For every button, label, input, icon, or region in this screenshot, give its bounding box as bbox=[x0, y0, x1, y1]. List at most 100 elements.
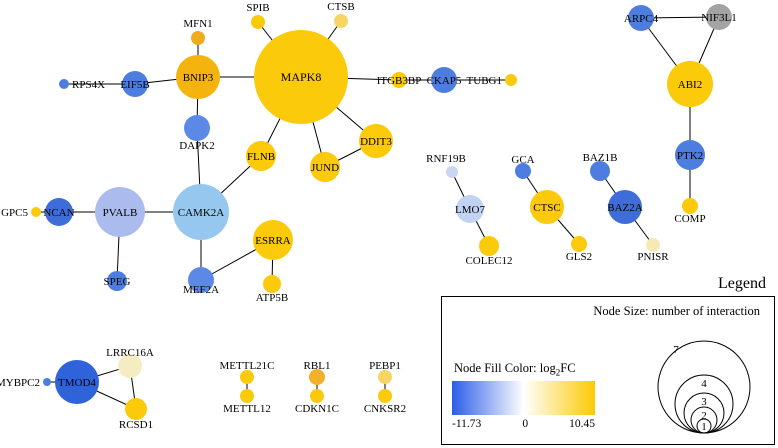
color-title-suffix: FC bbox=[560, 361, 576, 375]
log2fc-color-gradient-bar bbox=[452, 381, 595, 415]
size-legend-label-3: 3 bbox=[701, 396, 707, 408]
node-RBL1[interactable] bbox=[309, 369, 325, 385]
node-label-RNF19B: RNF19B bbox=[426, 153, 466, 165]
node-label-LMO7: LMO7 bbox=[455, 204, 485, 216]
node-label-BNIP3: BNIP3 bbox=[183, 72, 214, 84]
color-title-prefix: Node Fill Color: log bbox=[454, 361, 556, 375]
legend-title: Legend bbox=[718, 275, 766, 292]
node-label-ATP5B: ATP5B bbox=[256, 292, 288, 304]
node-MAPK8[interactable] bbox=[254, 30, 348, 124]
node-TMOD4[interactable] bbox=[55, 360, 99, 404]
node-label-METTL21C: METTL21C bbox=[220, 360, 275, 372]
node-label-MAPK8: MAPK8 bbox=[281, 70, 322, 84]
gradient-mid-label: 0 bbox=[522, 418, 529, 430]
node-label-RCSD1: RCSD1 bbox=[119, 419, 153, 431]
node-label-NIF3L1: NIF3L1 bbox=[701, 12, 736, 24]
node-label-ABI2: ABI2 bbox=[678, 79, 702, 91]
node-RPS4X[interactable] bbox=[59, 79, 69, 89]
node-ABI2[interactable] bbox=[667, 61, 713, 107]
node-METTL12[interactable] bbox=[240, 389, 254, 403]
node-BAZ2A[interactable] bbox=[608, 190, 642, 224]
edge-ARPC4-NIF3L1 bbox=[640, 16, 720, 19]
node-label-MEF2A: MEF2A bbox=[183, 284, 219, 296]
node-label-TMOD4: TMOD4 bbox=[58, 377, 96, 389]
node-size-legend-circles: 7 4 3 21 bbox=[657, 340, 751, 434]
node-label-FLNB: FLNB bbox=[247, 151, 275, 163]
node-RNF19B[interactable] bbox=[446, 166, 458, 178]
node-SPIB[interactable] bbox=[251, 15, 265, 29]
node-MFN1[interactable] bbox=[191, 31, 205, 45]
node-LRRC16A[interactable] bbox=[118, 354, 142, 378]
node-JUND[interactable] bbox=[310, 152, 340, 182]
node-SPEG[interactable] bbox=[107, 271, 127, 291]
size-legend-label-7: 7 bbox=[673, 344, 679, 356]
node-label-COMP: COMP bbox=[674, 213, 705, 225]
node-label-ESRRA: ESRRA bbox=[255, 235, 291, 247]
node-label-MFN1: MFN1 bbox=[183, 18, 212, 30]
node-label-GLS2: GLS2 bbox=[566, 251, 592, 263]
node-PTK2[interactable] bbox=[675, 140, 705, 170]
size-legend-label-2: 2 bbox=[701, 410, 707, 422]
node-label-METTL12: METTL12 bbox=[223, 403, 271, 415]
legend-box: Node Size: number of interaction Node Fi… bbox=[441, 296, 775, 445]
legend-node-size-title: Node Size: number of interaction bbox=[593, 304, 760, 318]
node-DAPK2[interactable] bbox=[184, 115, 210, 141]
node-label-CNKSR2: CNKSR2 bbox=[364, 403, 406, 415]
node-label-GCA: GCA bbox=[511, 154, 534, 166]
node-label-CAMK2A: CAMK2A bbox=[178, 207, 225, 219]
node-TUBG1[interactable] bbox=[505, 74, 517, 86]
node-PVALB[interactable] bbox=[95, 187, 145, 237]
node-GPC5[interactable] bbox=[31, 207, 41, 217]
size-legend-label-4: 4 bbox=[701, 378, 707, 390]
node-ATP5B[interactable] bbox=[263, 275, 281, 293]
node-label-BAZ2A: BAZ2A bbox=[607, 202, 643, 214]
node-COLEC12[interactable] bbox=[479, 236, 499, 256]
node-label-PNISR: PNISR bbox=[637, 251, 669, 263]
node-label-JUND: JUND bbox=[311, 162, 339, 174]
node-CTSC[interactable] bbox=[530, 190, 564, 224]
node-label-DAPK2: DAPK2 bbox=[179, 140, 214, 152]
node-RCSD1[interactable] bbox=[125, 398, 147, 420]
node-label-SPEG: SPEG bbox=[104, 276, 131, 288]
node-label-BAZ1B: BAZ1B bbox=[583, 152, 618, 164]
node-label-RBL1: RBL1 bbox=[304, 360, 331, 372]
node-METTL21C[interactable] bbox=[240, 370, 254, 384]
node-COMP[interactable] bbox=[682, 198, 698, 214]
node-LMO7[interactable] bbox=[456, 195, 484, 223]
node-ARPC4[interactable] bbox=[628, 5, 654, 31]
node-CTSB[interactable] bbox=[334, 14, 348, 28]
node-label-GPC5: GPC5 bbox=[1, 207, 28, 219]
node-ESRRA[interactable] bbox=[253, 220, 293, 260]
node-FLNB[interactable] bbox=[246, 141, 276, 171]
node-ITGB3BP[interactable] bbox=[391, 72, 407, 88]
node-label-RPS4X: RPS4X bbox=[72, 79, 105, 91]
node-PNISR[interactable] bbox=[646, 238, 660, 252]
gradient-min-label: -11.73 bbox=[452, 418, 482, 430]
color-title-subscript: 2 bbox=[555, 367, 561, 378]
node-MYBPC2[interactable] bbox=[43, 378, 51, 386]
node-DDIT3[interactable] bbox=[359, 124, 393, 158]
node-label-LRRC16A: LRRC16A bbox=[106, 347, 154, 359]
node-label-EIF5B: EIF5B bbox=[120, 79, 149, 91]
gradient-max-label: 10.45 bbox=[569, 418, 595, 430]
node-GCA[interactable] bbox=[515, 163, 531, 179]
node-CNKSR2[interactable] bbox=[378, 389, 392, 403]
node-CKAP5[interactable] bbox=[431, 67, 457, 93]
node-label-ARPC4: ARPC4 bbox=[624, 13, 659, 25]
node-NIF3L1[interactable] bbox=[706, 4, 732, 30]
node-GLS2[interactable] bbox=[571, 236, 587, 252]
node-label-CKAP5: CKAP5 bbox=[427, 75, 462, 87]
node-BNIP3[interactable] bbox=[176, 55, 220, 99]
node-NCAN[interactable] bbox=[45, 198, 73, 226]
node-BAZ1B[interactable] bbox=[590, 161, 610, 181]
node-EIF5B[interactable] bbox=[122, 71, 148, 97]
node-label-PVALB: PVALB bbox=[103, 207, 138, 219]
node-PEBP1[interactable] bbox=[378, 370, 392, 384]
node-label-MYBPC2: MYBPC2 bbox=[0, 377, 40, 389]
node-MEF2A[interactable] bbox=[188, 267, 214, 293]
node-label-SPIB: SPIB bbox=[246, 2, 269, 14]
node-CDKN1C[interactable] bbox=[310, 389, 324, 403]
node-CAMK2A[interactable] bbox=[173, 184, 229, 240]
